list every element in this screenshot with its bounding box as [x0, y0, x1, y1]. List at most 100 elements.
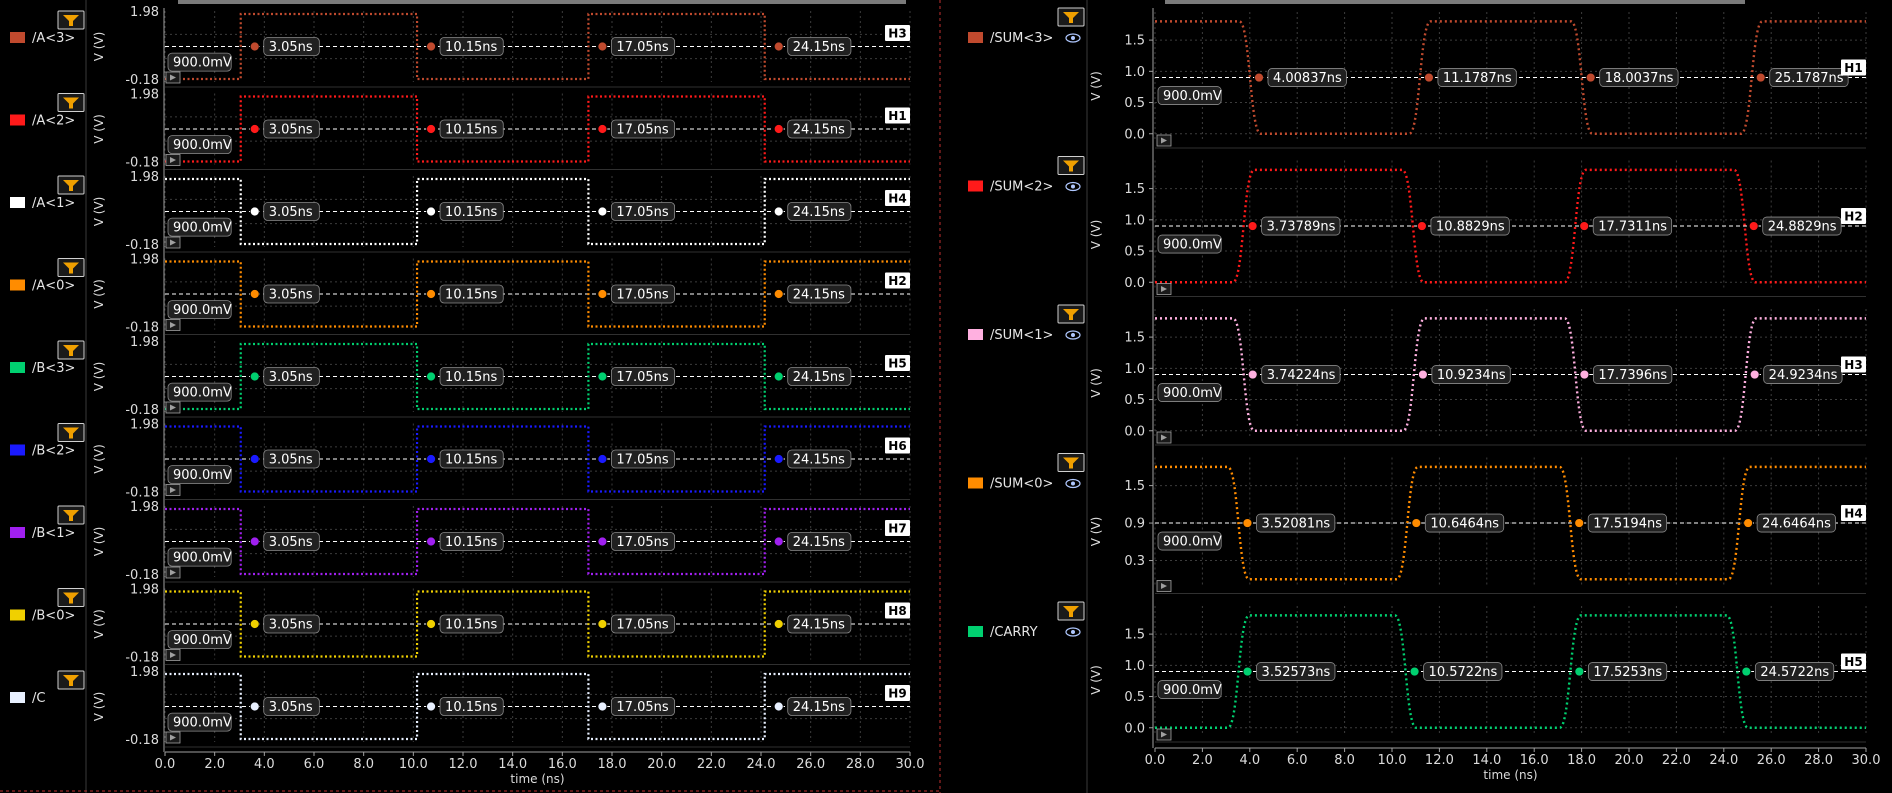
marker-dot[interactable]	[773, 206, 784, 217]
crossing-marker[interactable]: 24.15ns	[773, 119, 852, 139]
marker-label[interactable]: 24.9234ns	[1763, 365, 1843, 384]
filter-icon[interactable]	[57, 670, 85, 690]
marker-label[interactable]: 24.5722ns	[1754, 662, 1835, 681]
marker-label[interactable]: 24.15ns	[787, 284, 852, 304]
marker-label[interactable]: 10.15ns	[439, 614, 504, 634]
marker-dot[interactable]	[597, 619, 608, 629]
filter-icon[interactable]	[57, 93, 85, 112]
marker-dot[interactable]	[773, 289, 784, 299]
expand-play-icon[interactable]	[165, 731, 181, 744]
legend-item[interactable]: /A<1>	[10, 175, 85, 211]
marker-dot[interactable]	[1585, 72, 1596, 83]
marker-dot[interactable]	[1254, 72, 1264, 83]
expand-play-icon[interactable]	[165, 71, 181, 84]
marker-dot[interactable]	[1247, 221, 1258, 231]
marker-dot[interactable]	[426, 124, 436, 134]
crossing-marker[interactable]: 24.15ns	[773, 449, 852, 469]
trace-tag[interactable]: H2	[885, 272, 910, 289]
marker-label[interactable]: 10.15ns	[439, 697, 504, 716]
legend-item[interactable]: /A<2>	[10, 93, 85, 129]
marker-label[interactable]: 10.5722ns	[1423, 662, 1503, 681]
marker-dot[interactable]	[1409, 666, 1420, 677]
marker-label[interactable]: 24.15ns	[787, 367, 852, 386]
marker-label[interactable]: 24.15ns	[787, 449, 852, 469]
marker-label[interactable]: 10.6464ns	[1424, 513, 1505, 533]
marker-dot[interactable]	[597, 41, 608, 52]
crossing-marker[interactable]: 24.15ns	[773, 202, 852, 221]
filter-icon[interactable]	[57, 588, 85, 607]
marker-label[interactable]: 10.15ns	[439, 37, 504, 56]
filter-icon[interactable]	[57, 10, 85, 30]
crossing-marker[interactable]: 10.15ns	[426, 614, 504, 634]
marker-dot[interactable]	[773, 371, 784, 382]
crossing-marker[interactable]: 17.05ns	[597, 449, 676, 469]
marker-dot[interactable]	[1242, 666, 1253, 677]
trace-tag[interactable]: H4	[1841, 505, 1866, 522]
marker-label[interactable]: 10.15ns	[439, 532, 504, 551]
marker-label[interactable]: 17.05ns	[611, 532, 676, 551]
crossing-marker[interactable]: 17.05ns	[597, 697, 676, 716]
trace-tag[interactable]: H5	[885, 355, 910, 371]
marker-dot[interactable]	[1579, 221, 1590, 231]
expand-play-icon[interactable]	[165, 566, 181, 579]
visibility-eye-icon[interactable]	[1065, 181, 1081, 192]
crossing-marker[interactable]: 3.52081ns	[1242, 513, 1336, 533]
marker-dot[interactable]	[597, 289, 608, 299]
crossing-marker[interactable]: 4.00837ns	[1254, 68, 1347, 87]
crossing-marker[interactable]: 3.05ns	[249, 532, 320, 551]
marker-label[interactable]: 24.15ns	[787, 119, 852, 139]
legend-item[interactable]: /B<3>	[10, 340, 85, 376]
reference-level-label[interactable]: 900.0mV	[1157, 531, 1222, 551]
marker-label[interactable]: 3.05ns	[263, 202, 320, 221]
crossing-marker[interactable]: 17.05ns	[597, 532, 676, 551]
legend-item[interactable]: /A<0>	[10, 258, 85, 294]
trace-tag[interactable]: H6	[885, 437, 910, 454]
filter-icon[interactable]	[57, 258, 85, 277]
expand-play-icon[interactable]	[1156, 728, 1172, 741]
crossing-marker[interactable]: 10.6464ns	[1411, 513, 1505, 533]
trace-tag[interactable]: H3	[1841, 356, 1866, 373]
filter-icon[interactable]	[57, 175, 85, 195]
crossing-marker[interactable]: 18.0037ns	[1585, 68, 1679, 87]
crossing-marker[interactable]: 3.05ns	[249, 37, 320, 56]
visibility-eye-icon[interactable]	[1065, 478, 1081, 489]
crossing-marker[interactable]: 10.15ns	[426, 37, 504, 56]
legend-item[interactable]: /SUM<1>	[968, 304, 1085, 343]
marker-dot[interactable]	[1579, 369, 1590, 380]
marker-label[interactable]: 3.05ns	[263, 449, 320, 469]
filter-icon[interactable]	[57, 505, 85, 525]
expand-play-icon[interactable]	[1156, 134, 1172, 147]
reference-level-label[interactable]: 900.0mV	[1157, 383, 1222, 402]
marker-label[interactable]: 17.05ns	[611, 367, 676, 386]
marker-label[interactable]: 3.52081ns	[1256, 513, 1336, 533]
marker-dot[interactable]	[773, 454, 784, 464]
marker-label[interactable]: 24.15ns	[787, 614, 852, 634]
marker-label[interactable]: 17.05ns	[611, 202, 676, 221]
marker-label[interactable]: 17.7311ns	[1592, 216, 1673, 236]
crossing-marker[interactable]: 24.5722ns	[1741, 662, 1835, 681]
crossing-marker[interactable]: 17.05ns	[597, 37, 676, 56]
marker-label[interactable]: 17.5253ns	[1587, 662, 1668, 681]
expand-play-icon[interactable]	[165, 484, 181, 496]
crossing-marker[interactable]: 10.15ns	[426, 532, 504, 551]
marker-dot[interactable]	[1574, 518, 1585, 528]
marker-dot[interactable]	[773, 124, 784, 134]
expand-play-icon[interactable]	[165, 154, 181, 166]
visibility-eye-icon[interactable]	[1065, 330, 1081, 340]
expand-play-icon[interactable]	[165, 649, 181, 661]
crossing-marker[interactable]: 3.74224ns	[1247, 365, 1341, 384]
marker-dot[interactable]	[426, 701, 436, 712]
marker-label[interactable]: 3.05ns	[263, 614, 320, 634]
marker-dot[interactable]	[249, 536, 260, 547]
crossing-marker[interactable]: 10.15ns	[426, 284, 504, 304]
marker-dot[interactable]	[1247, 369, 1258, 380]
crossing-marker[interactable]: 24.15ns	[773, 284, 852, 304]
marker-label[interactable]: 10.15ns	[439, 367, 504, 386]
marker-dot[interactable]	[249, 701, 260, 712]
marker-label[interactable]: 25.1787ns	[1769, 68, 1849, 87]
marker-dot[interactable]	[773, 701, 784, 712]
marker-label[interactable]: 3.05ns	[263, 119, 320, 139]
legend-item[interactable]: /B<1>	[10, 505, 85, 541]
marker-label[interactable]: 17.05ns	[611, 614, 676, 634]
marker-dot[interactable]	[426, 371, 436, 382]
